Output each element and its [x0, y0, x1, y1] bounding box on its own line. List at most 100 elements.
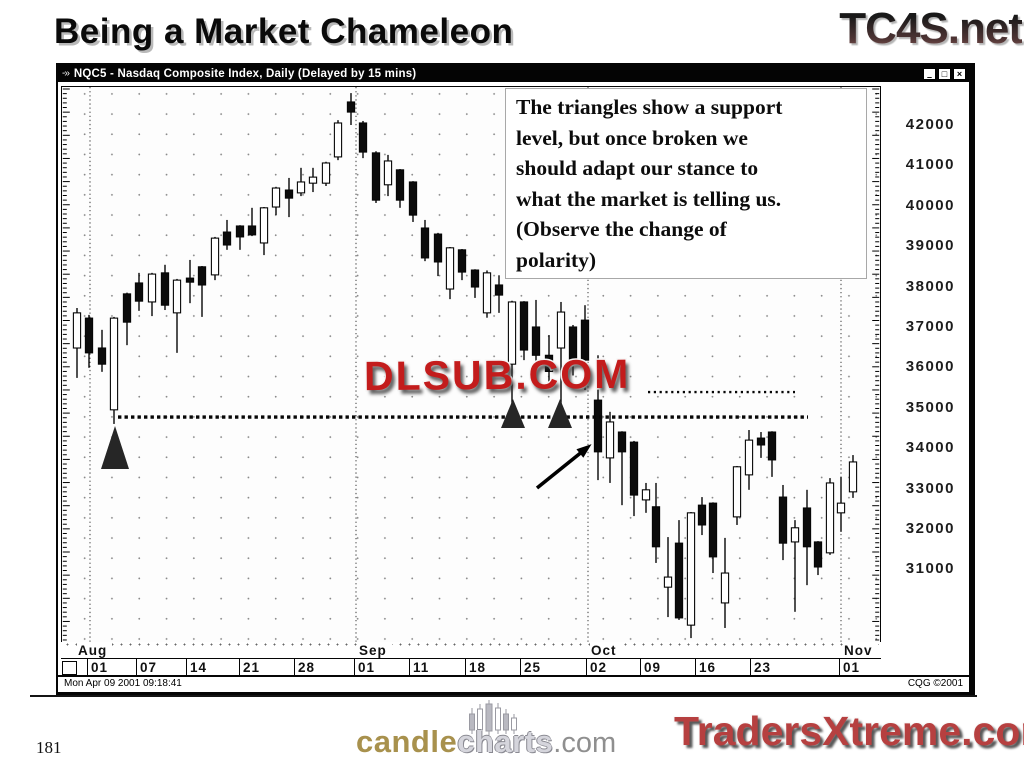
candle-down: [185, 277, 195, 283]
maximize-button[interactable]: □: [938, 67, 951, 80]
support-triangle-marker: [501, 399, 525, 428]
date-label: 01: [358, 660, 376, 675]
candle-up: [210, 237, 220, 276]
candle-down: [371, 152, 381, 201]
annotation-note-line: should adapt our stance to: [516, 156, 759, 180]
logo-text-charts: charts: [457, 724, 554, 759]
annotation-note-line: level, but once broken we: [516, 125, 748, 150]
month-label: Oct: [590, 643, 622, 658]
candle-down: [395, 169, 405, 201]
annotation-note-line: (Observe the change of: [516, 217, 727, 241]
date-label: 25: [524, 660, 542, 675]
candle-up: [686, 512, 696, 626]
candle-down: [433, 233, 443, 263]
candle-down: [358, 122, 368, 153]
month-label: Nov: [843, 643, 878, 658]
candle-down: [97, 347, 107, 365]
candle-up: [641, 489, 651, 501]
candle-up: [732, 466, 742, 518]
candle-down: [568, 326, 578, 364]
candle-up: [321, 162, 331, 184]
month-axis-row: Aug Sep Oct Nov: [61, 642, 881, 659]
candle-down: [697, 504, 707, 526]
date-label: 02: [590, 660, 608, 675]
date-label: 18: [469, 660, 487, 675]
annotation-note-line: polarity): [516, 247, 597, 272]
date-tick: [186, 659, 187, 677]
price-axis-label: 31000: [905, 560, 955, 578]
annotation-arrow: [535, 449, 585, 490]
date-tick: [520, 659, 521, 677]
date-label: 21: [243, 660, 261, 675]
candle-down: [247, 225, 257, 236]
candle-up: [605, 421, 615, 459]
price-axis-label: 33000: [905, 479, 955, 497]
candle-down: [756, 437, 766, 446]
date-tick: [750, 659, 751, 677]
date-tick: [354, 659, 355, 677]
candle-down: [346, 101, 356, 113]
candle-up: [744, 439, 754, 476]
date-label: 16: [699, 660, 717, 675]
date-label: 07: [140, 660, 158, 675]
price-axis-label: 42000: [905, 116, 955, 133]
tc4s-watermark: TC4S.net: [822, 4, 1023, 54]
date-axis-row: 01 07 14 21 28 01 11 18 25 02 09 16 23 01: [61, 659, 881, 677]
candle-down: [408, 181, 418, 216]
candle-down: [813, 541, 823, 568]
month-label: Aug: [77, 643, 113, 658]
window-icon: -»: [62, 68, 70, 79]
candle-down: [160, 272, 170, 306]
dlsub-watermark: DLSUB.COM: [362, 349, 632, 400]
candle-down: [629, 441, 639, 496]
candle-down: [580, 319, 590, 361]
window-status-bar: Mon Apr 09 2001 09:18:41 CQG ©2001: [58, 675, 969, 690]
status-copyright: CQG ©2001: [907, 678, 963, 689]
date-label: 11: [413, 660, 430, 675]
candle-down: [651, 506, 661, 548]
candle-down: [122, 293, 132, 323]
candle-up: [296, 181, 306, 194]
candle-up: [172, 279, 182, 314]
candle-down: [494, 284, 504, 296]
candle-down: [778, 496, 788, 544]
date-tick: [136, 659, 137, 677]
bottom-divider: [30, 695, 977, 697]
logo-text-com: .com: [553, 727, 617, 759]
candle-up: [836, 502, 846, 514]
candle-down: [197, 266, 207, 286]
candle-up: [259, 207, 269, 244]
annotation-note-line: what the market is telling us.: [516, 186, 782, 211]
chart-canvas: [62, 87, 880, 642]
minimize-button[interactable]: –: [923, 67, 936, 82]
candle-cluster-icon: [464, 700, 522, 741]
price-axis-label: 37000: [905, 318, 955, 335]
candle-down: [617, 431, 627, 453]
candle-up: [825, 482, 835, 554]
date-label: 28: [298, 660, 316, 675]
annotation-note-line: The triangles show a support: [516, 95, 783, 119]
close-button[interactable]: ×: [953, 67, 966, 80]
date-label: 09: [644, 660, 662, 675]
price-axis-label: 41000: [905, 156, 955, 174]
price-axis: 42000 41000 40000 39000 38000 37000 36000 35000…: [881, 87, 967, 644]
candle-up: [308, 176, 318, 184]
date-tick: [640, 659, 641, 677]
candle-down: [708, 502, 718, 558]
candle-down: [235, 225, 245, 238]
axis-corner-box: [62, 661, 77, 675]
candle-up: [663, 576, 673, 588]
candle-up: [271, 187, 281, 208]
candle-up: [720, 572, 730, 604]
candle-down: [470, 269, 480, 288]
date-label: 01: [91, 660, 109, 675]
candle-up: [507, 301, 517, 365]
window-titlebar[interactable]: -» NQC5 - Nasdaq Composite Index, Daily …: [58, 65, 969, 82]
candle-down: [84, 317, 94, 354]
candle-down: [802, 507, 812, 548]
logo-text-candle: candle: [356, 724, 458, 759]
candle-up: [556, 311, 566, 349]
candle-down: [674, 542, 684, 619]
candle-up: [72, 312, 82, 349]
support-triangle-marker: [548, 399, 572, 428]
